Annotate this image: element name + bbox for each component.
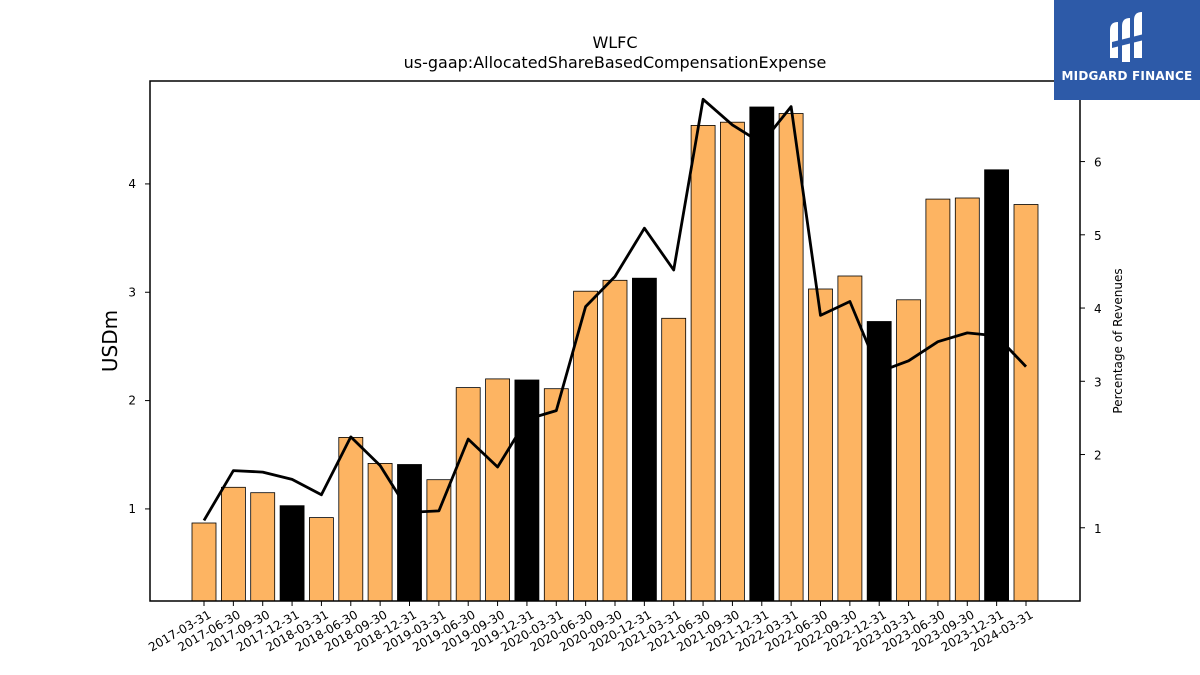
bar-2023-09-30 bbox=[954, 197, 980, 602]
chart-subtitle: us-gaap:AllocatedShareBasedCompensationE… bbox=[404, 53, 827, 72]
y2-tick-label: 4 bbox=[1094, 302, 1102, 316]
bar-2022-03-31 bbox=[778, 113, 804, 602]
bar-2022-09-30 bbox=[837, 275, 863, 602]
bar-2018-06-30 bbox=[338, 436, 364, 602]
bar-2023-12-31 bbox=[984, 169, 1009, 602]
y2-tick-label: 6 bbox=[1094, 156, 1102, 170]
bar-2021-09-30 bbox=[720, 121, 745, 602]
y2-axis-label: Percentage of Revenues bbox=[1111, 268, 1125, 413]
bar-2019-03-31 bbox=[426, 479, 452, 602]
bar-2018-09-30 bbox=[367, 462, 393, 602]
bar-2019-06-30 bbox=[455, 387, 481, 602]
y-axis-right: 1 2 3 4 5 6 bbox=[1080, 156, 1102, 536]
logo-mark-icon bbox=[1110, 12, 1144, 62]
chart-title: WLFC bbox=[592, 33, 637, 52]
bar-2018-12-31 bbox=[397, 464, 422, 602]
bar-2019-12-31 bbox=[514, 379, 540, 602]
x-axis: 2017-03-312017-06-302017-09-302017-12-31… bbox=[146, 601, 1036, 654]
percentage-line bbox=[202, 97, 1028, 522]
bar-2022-12-31 bbox=[866, 321, 892, 602]
brand-name: MIDGARD FINANCE bbox=[1061, 69, 1193, 83]
y2-tick-label: 5 bbox=[1094, 229, 1102, 243]
bar-2018-03-31 bbox=[308, 517, 334, 602]
y-tick-label: 3 bbox=[128, 285, 136, 299]
brand-logo: MIDGARD FINANCE bbox=[1054, 0, 1200, 100]
bar-2017-06-30 bbox=[220, 486, 246, 602]
bar-2021-12-31 bbox=[749, 106, 775, 602]
y-axis-label: USDm bbox=[98, 310, 122, 372]
bar-2022-06-30 bbox=[808, 288, 833, 602]
bar-2017-12-31 bbox=[279, 505, 305, 602]
y2-tick-label: 3 bbox=[1094, 375, 1102, 389]
bar-2020-12-31 bbox=[632, 277, 657, 602]
y-tick-label: 1 bbox=[128, 502, 136, 516]
bar-2017-03-31 bbox=[191, 522, 217, 602]
bar-2023-06-30 bbox=[925, 198, 951, 602]
bar-2020-03-31 bbox=[543, 388, 569, 602]
line-series bbox=[202, 97, 1028, 522]
bar-2021-06-30 bbox=[690, 125, 716, 602]
bar-2020-06-30 bbox=[573, 290, 598, 602]
bar-2019-09-30 bbox=[485, 378, 511, 602]
bar-2023-03-31 bbox=[896, 299, 921, 602]
y-axis-left: 1 2 3 4 bbox=[128, 177, 150, 516]
bar-2017-09-30 bbox=[250, 492, 276, 602]
bar-2021-03-31 bbox=[661, 317, 687, 602]
bar-2024-03-31 bbox=[1013, 204, 1039, 602]
y-tick-label: 4 bbox=[128, 177, 136, 191]
y-tick-label: 2 bbox=[128, 394, 136, 408]
bar-2020-09-30 bbox=[602, 279, 628, 602]
bar-series bbox=[191, 106, 1039, 602]
y2-tick-label: 1 bbox=[1094, 522, 1102, 536]
y2-tick-label: 2 bbox=[1094, 449, 1102, 463]
